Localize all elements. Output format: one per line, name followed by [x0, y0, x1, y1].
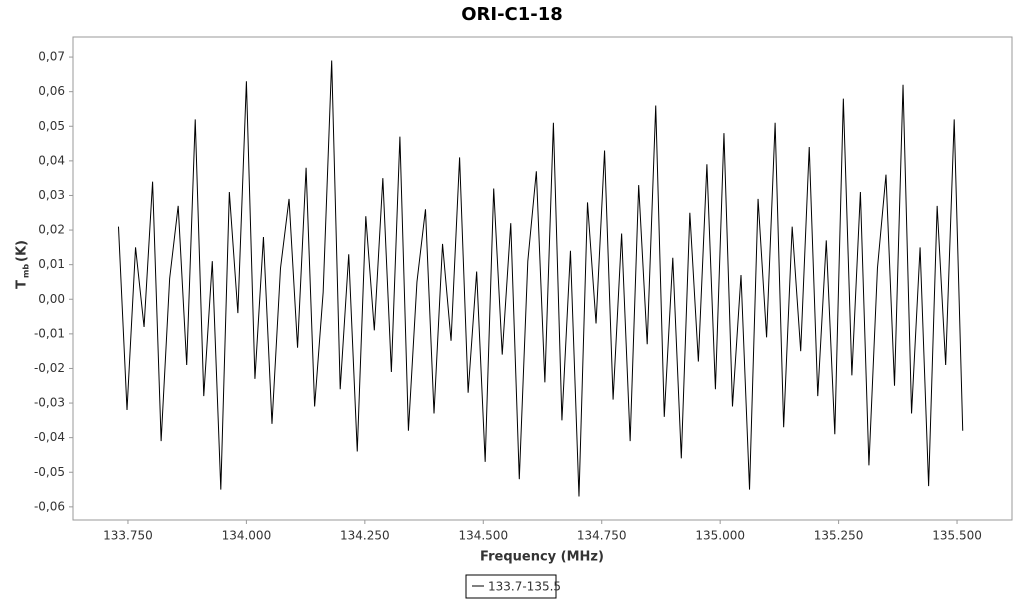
- y-tick-label: 0,06: [38, 84, 65, 98]
- y-tick-label: 0,01: [38, 257, 65, 271]
- y-tick-label: 0,05: [38, 119, 65, 133]
- x-axis-title: Frequency (MHz): [480, 550, 604, 565]
- y-tick-label: -0,01: [34, 326, 65, 340]
- x-tick-label: 134.500: [458, 529, 508, 543]
- y-axis-title: T mb (K): [15, 240, 31, 289]
- y-tick-label: -0,05: [34, 465, 65, 479]
- y-axis-title-unit: (K): [15, 240, 30, 262]
- y-tick-label: -0,04: [34, 430, 65, 444]
- legend: [465, 574, 557, 599]
- x-tick-label: 135.000: [695, 529, 745, 543]
- y-axis-title-main: T: [15, 280, 30, 289]
- chart-title: ORI-C1-18: [461, 4, 563, 25]
- y-tick-label: -0,06: [34, 499, 65, 513]
- y-tick-label: 0,04: [38, 153, 65, 167]
- series-line: [117, 60, 964, 497]
- y-axis-title-sub: mb: [22, 264, 31, 278]
- y-tick-label: 0,03: [38, 188, 65, 202]
- y-tick-label: 0,07: [38, 50, 65, 64]
- x-tick-label: 134.750: [577, 529, 627, 543]
- y-tick-label: 0,00: [38, 292, 65, 306]
- x-tick-label: 135.500: [932, 529, 982, 543]
- plot-area: [72, 36, 1013, 521]
- x-tick-label: 135.250: [814, 529, 864, 543]
- y-tick-label: -0,02: [34, 361, 65, 375]
- x-tick-label: 133.750: [103, 529, 153, 543]
- x-tick-label: 134.250: [340, 529, 390, 543]
- y-tick-label: 0,02: [38, 223, 65, 237]
- y-tick-label: -0,03: [34, 396, 65, 410]
- legend-label: 133.7-135.5: [488, 580, 561, 594]
- x-tick-label: 134.000: [222, 529, 272, 543]
